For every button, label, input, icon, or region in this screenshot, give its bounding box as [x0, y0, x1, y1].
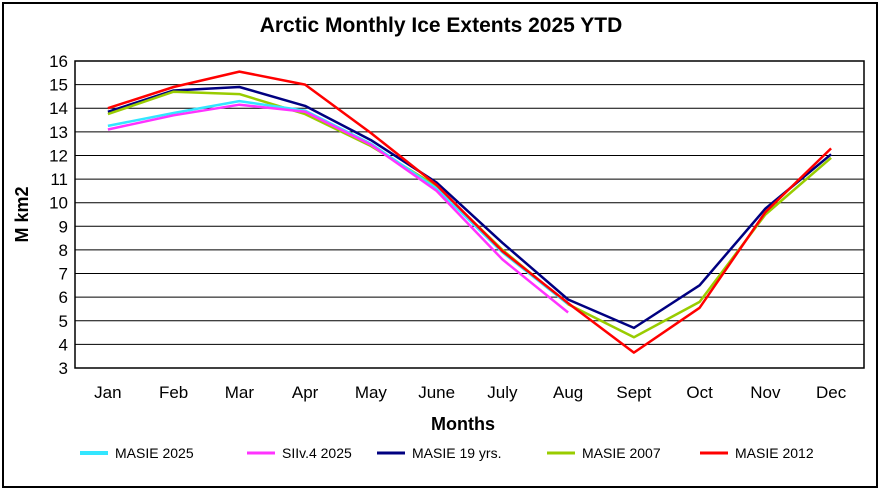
- legend: MASIE 2025 SIIv.4 2025 MASIE 19 yrs. MASIE …: [80, 445, 814, 461]
- legend-label: MASIE 2012: [735, 445, 814, 461]
- chart-title: Arctic Monthly Ice Extents 2025 YTD: [260, 14, 623, 37]
- y-axis-title: M km2: [12, 186, 32, 242]
- y-tick-label: 12: [49, 146, 68, 165]
- y-tick-label: 11: [50, 170, 68, 189]
- x-axis-title: Months: [431, 414, 495, 434]
- y-tick-label: 9: [59, 217, 68, 236]
- x-tick-label: Dec: [816, 383, 847, 402]
- y-tick-label: 16: [49, 52, 68, 71]
- y-axis-ticks: 3 4 5 6 7 8 9 10 11 12 13 14 15 16: [49, 52, 68, 378]
- legend-label: MASIE 2007: [582, 445, 661, 461]
- series-line: [107, 103, 569, 314]
- x-tick-label: Feb: [159, 383, 188, 402]
- series-line: [107, 90, 832, 339]
- series-line: [107, 85, 832, 330]
- y-tick-label: 7: [59, 265, 68, 284]
- gridlines: [75, 60, 864, 369]
- legend-label: SIIv.4 2025: [282, 445, 352, 461]
- x-tick-label: Sept: [616, 383, 651, 402]
- legend-label: MASIE 2025: [115, 445, 194, 461]
- x-tick-label: May: [355, 383, 388, 402]
- x-axis-ticks: Jan Feb Mar Apr May June July Aug Sept Oct Nov Dec: [94, 383, 847, 402]
- y-tick-label: 14: [49, 99, 68, 118]
- y-tick-label: 5: [59, 312, 68, 331]
- x-tick-label: June: [418, 383, 455, 402]
- chart-frame: [2, 2, 878, 488]
- series-line: [107, 70, 832, 354]
- y-tick-label: 10: [49, 194, 68, 213]
- y-tick-label: 3: [59, 359, 68, 378]
- x-tick-label: Apr: [292, 383, 319, 402]
- legend-label: MASIE 19 yrs.: [412, 445, 501, 461]
- plot-area: [74, 60, 865, 369]
- x-tick-label: Nov: [750, 383, 781, 402]
- x-tick-label: Jan: [94, 383, 121, 402]
- y-tick-label: 13: [49, 123, 68, 142]
- y-tick-label: 8: [59, 241, 68, 260]
- y-tick-label: 6: [59, 288, 68, 307]
- series-lines: [107, 70, 832, 354]
- x-tick-label: Oct: [686, 383, 713, 402]
- y-tick-label: 4: [59, 335, 68, 354]
- x-tick-label: July: [487, 383, 518, 402]
- x-tick-label: Aug: [553, 383, 583, 402]
- x-tick-label: Mar: [225, 383, 255, 402]
- y-tick-label: 15: [49, 76, 68, 95]
